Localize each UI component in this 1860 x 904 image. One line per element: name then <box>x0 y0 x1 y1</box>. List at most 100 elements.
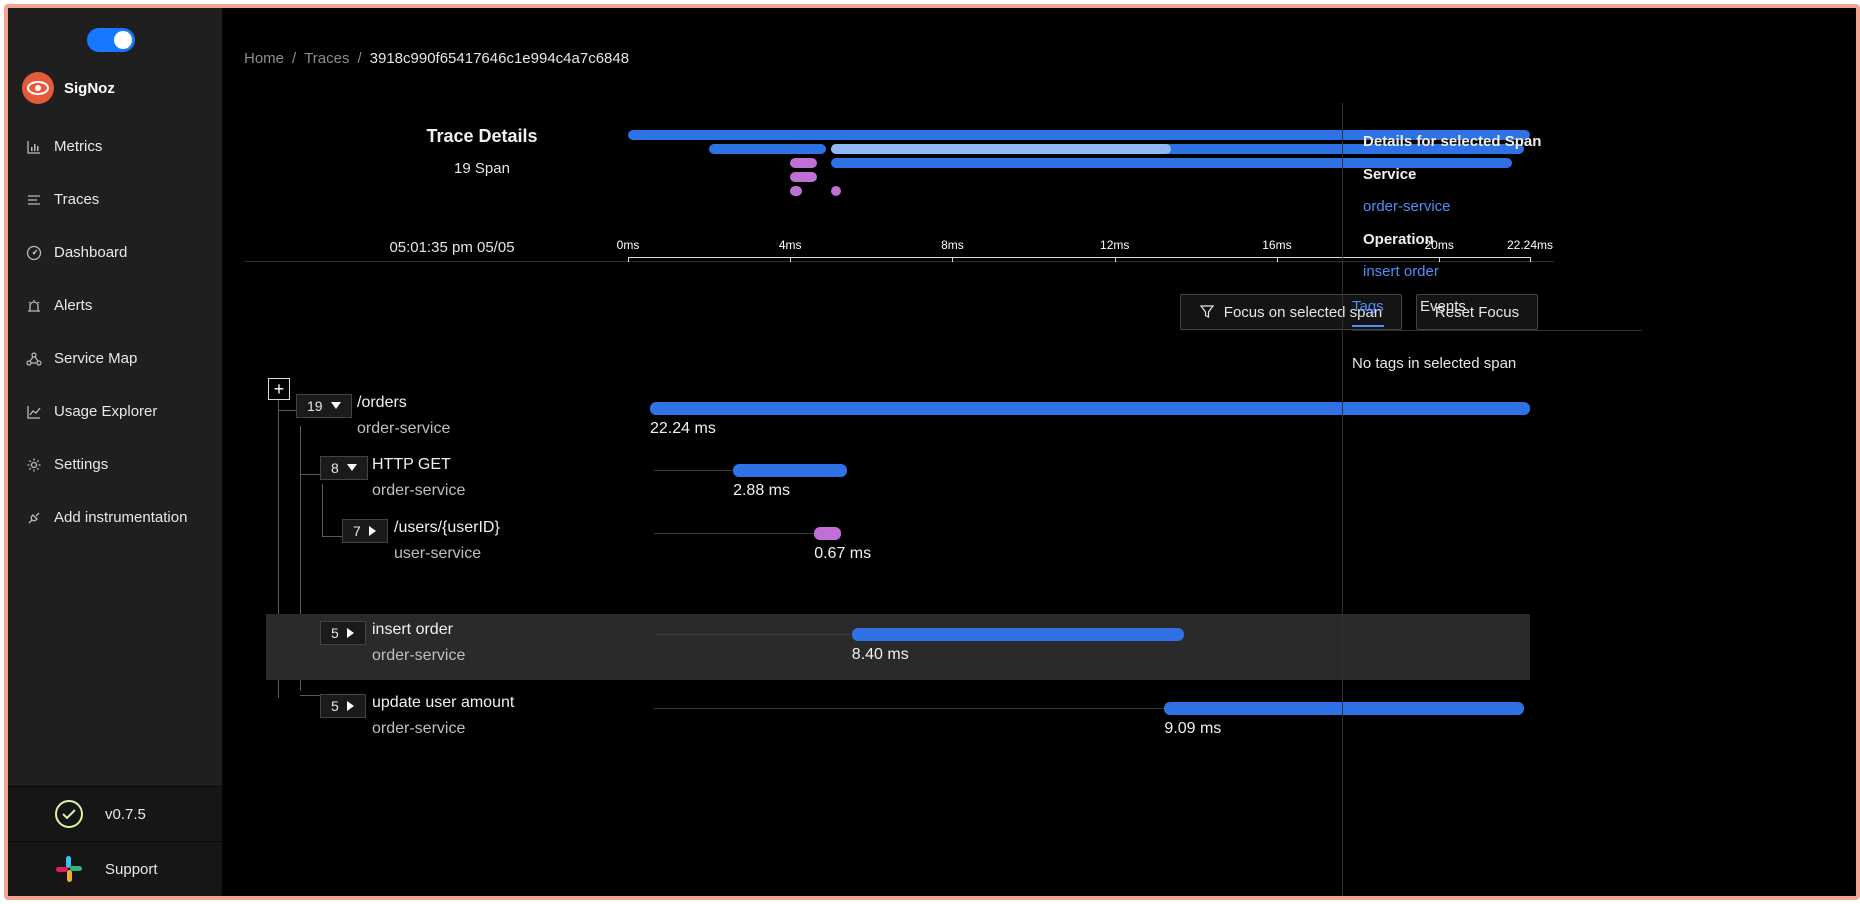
span-children-count[interactable]: 19 <box>296 394 352 418</box>
minimap-bar <box>830 144 1525 154</box>
axis-tick <box>1114 257 1116 262</box>
span-row[interactable]: 5 update user amount order-service <box>266 688 1530 754</box>
span-duration-label: 9.09 ms <box>1164 720 1222 737</box>
span-row[interactable]: 8 HTTP GET order-service <box>266 450 1530 516</box>
span-service: order-service <box>372 647 466 664</box>
span-duration-label: 8.40 ms <box>851 646 909 663</box>
line-chart-icon <box>26 404 42 420</box>
sidebar: SigNoz Metrics Traces Dashboard Alerts S… <box>8 8 222 896</box>
span-name: update user amount <box>372 694 515 711</box>
sidebar-item-label: Metrics <box>54 138 103 155</box>
slack-icon <box>53 853 85 885</box>
span-children-count[interactable]: 5 <box>320 621 366 645</box>
span-row-selected[interactable]: 5 insert order order-service <box>266 614 1530 680</box>
expand-all-button[interactable]: + <box>268 378 290 400</box>
minimap-bar <box>790 186 803 196</box>
breadcrumb-trace-id: 3918c990f65417646c1e994c4a7c6848 <box>369 50 630 67</box>
main-content: Home / Traces / 3918c990f65417646c1e994c4a7c… <box>222 8 1856 896</box>
span-children-count[interactable]: 8 <box>320 456 368 480</box>
span-children-count[interactable]: 7 <box>342 519 388 543</box>
span-duration-bar[interactable] <box>814 527 841 540</box>
minimap-bar <box>628 130 1530 140</box>
trace-start-time: 05:01:35 pm 05/05 <box>389 239 515 256</box>
details-tabs: Tags Events <box>1352 298 1642 331</box>
span-duration-label: 0.67 ms <box>814 545 872 562</box>
sidebar-footer: v0.7.5 Support <box>8 786 222 896</box>
span-service: order-service <box>372 482 466 499</box>
sidebar-item-usage-explorer[interactable]: Usage Explorer <box>8 385 222 438</box>
theme-toggle[interactable] <box>87 28 135 52</box>
span-name: insert order <box>372 621 453 638</box>
operation-label: Operation <box>1363 231 1434 248</box>
sidebar-item-traces[interactable]: Traces <box>8 173 222 226</box>
axis-tick-label: 4ms <box>778 238 802 252</box>
tree-connector <box>322 484 323 536</box>
span-row[interactable]: 19 /orders order-service <box>266 388 1530 454</box>
span-duration-bar[interactable] <box>733 464 848 477</box>
reset-focus-button[interactable]: Reset Focus <box>1416 294 1538 330</box>
toggle-knob <box>114 31 132 49</box>
axis-tick <box>1530 257 1531 262</box>
span-count: 19 Span <box>454 160 510 177</box>
timeline-axis <box>628 257 1530 258</box>
span-service: order-service <box>372 720 466 737</box>
trace-details-title: Trace Details <box>426 126 538 146</box>
span-duration-bar[interactable] <box>1164 702 1525 715</box>
axis-tick <box>952 257 954 262</box>
operation-value: insert order <box>1363 263 1439 280</box>
version-row[interactable]: v0.7.5 <box>8 786 222 841</box>
span-service: order-service <box>357 420 451 437</box>
brand[interactable]: SigNoz <box>22 72 115 104</box>
span-offset-line <box>654 470 734 471</box>
span-duration-bar[interactable] <box>851 628 1185 641</box>
span-duration-label: 2.88 ms <box>733 482 790 499</box>
count-text: 5 <box>331 625 339 641</box>
sidebar-item-alerts[interactable]: Alerts <box>8 279 222 332</box>
api-icon <box>26 510 42 526</box>
span-name: /orders <box>357 394 407 411</box>
dashboard-icon <box>26 245 42 261</box>
sidebar-item-add-instrumentation[interactable]: Add instrumentation <box>8 491 222 544</box>
axis-tick <box>628 257 629 262</box>
sidebar-item-settings[interactable]: Settings <box>8 438 222 491</box>
sidebar-item-label: Alerts <box>54 297 93 314</box>
sidebar-item-service-map[interactable]: Service Map <box>8 332 222 385</box>
gear-icon <box>26 457 42 473</box>
count-text: 19 <box>307 398 323 414</box>
service-label: Service <box>1363 166 1417 183</box>
header-divider <box>244 261 1554 262</box>
axis-tick-label: 22.24ms <box>1506 238 1554 252</box>
span-offset-line <box>654 708 1165 709</box>
version-text: v0.7.5 <box>105 805 146 823</box>
brand-name: SigNoz <box>64 79 115 97</box>
caret-down-icon <box>346 464 357 472</box>
app-window: SigNoz Metrics Traces Dashboard Alerts S… <box>4 4 1860 900</box>
support-text: Support <box>105 860 158 878</box>
span-details-panel: Details for selected Span Service order-… <box>1342 103 1643 896</box>
breadcrumb: Home / Traces / 3918c990f65417646c1e994c4a7c… <box>244 50 629 67</box>
breadcrumb-home[interactable]: Home <box>244 50 285 67</box>
caret-right-icon <box>346 701 355 711</box>
sidebar-item-dashboard[interactable]: Dashboard <box>8 226 222 279</box>
breadcrumb-separator: / <box>292 50 297 67</box>
support-row[interactable]: Support <box>8 841 222 896</box>
caret-right-icon <box>368 526 377 536</box>
span-duration-bar[interactable] <box>650 402 1530 415</box>
axis-tick-label: 12ms <box>1100 238 1130 252</box>
sidebar-item-label: Add instrumentation <box>54 509 188 526</box>
count-text: 5 <box>331 698 339 714</box>
span-children-count[interactable]: 5 <box>320 694 366 718</box>
span-row[interactable]: 7 /users/{userID} user-service <box>266 513 1530 579</box>
span-name: /users/{userID} <box>394 519 500 536</box>
tab-events[interactable]: Events <box>1420 298 1466 315</box>
tab-tags[interactable]: Tags <box>1352 298 1384 327</box>
breadcrumb-traces[interactable]: Traces <box>304 50 350 67</box>
breadcrumb-separator: / <box>357 50 362 67</box>
tree-connector <box>300 474 320 475</box>
span-name: HTTP GET <box>372 456 451 473</box>
sidebar-item-label: Traces <box>54 191 100 208</box>
minimap-bar <box>830 144 1172 154</box>
sidebar-item-metrics[interactable]: Metrics <box>8 120 222 173</box>
axis-tick <box>1439 257 1441 262</box>
deployment-icon <box>26 351 42 367</box>
